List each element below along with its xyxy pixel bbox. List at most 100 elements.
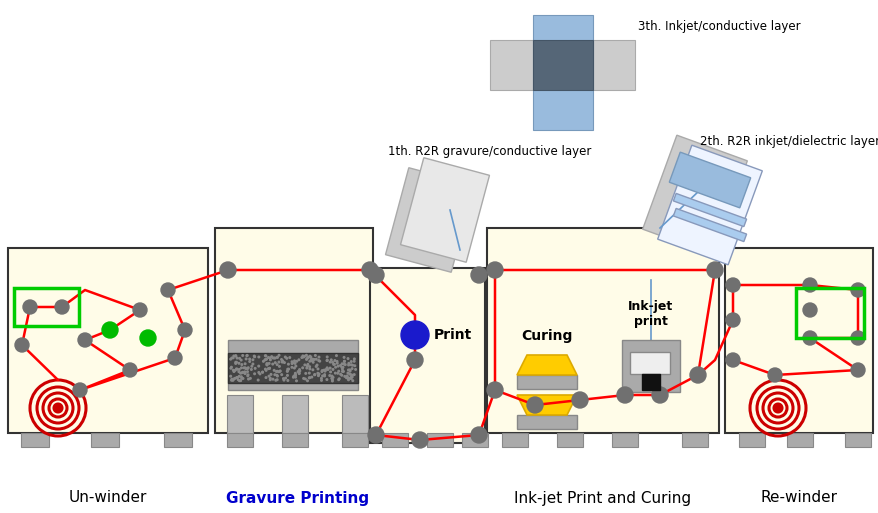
Bar bbox=[489, 40, 634, 90]
Circle shape bbox=[230, 376, 231, 377]
Circle shape bbox=[244, 372, 246, 374]
Bar bbox=[786, 433, 812, 447]
Circle shape bbox=[486, 382, 502, 398]
Circle shape bbox=[269, 357, 270, 359]
Circle shape bbox=[272, 357, 273, 359]
Circle shape bbox=[347, 372, 349, 374]
Circle shape bbox=[337, 370, 339, 372]
Circle shape bbox=[802, 331, 816, 345]
Circle shape bbox=[306, 380, 308, 382]
Circle shape bbox=[246, 355, 248, 357]
Circle shape bbox=[299, 370, 300, 372]
Circle shape bbox=[412, 432, 428, 448]
Circle shape bbox=[277, 371, 279, 372]
Circle shape bbox=[335, 355, 337, 357]
Circle shape bbox=[234, 363, 236, 364]
Circle shape bbox=[298, 373, 299, 374]
Circle shape bbox=[368, 427, 384, 443]
Bar bbox=[342, 433, 368, 447]
Circle shape bbox=[312, 359, 313, 360]
Circle shape bbox=[264, 359, 266, 361]
Circle shape bbox=[336, 372, 338, 374]
Circle shape bbox=[343, 357, 344, 358]
Circle shape bbox=[276, 374, 277, 376]
Circle shape bbox=[337, 365, 339, 367]
Circle shape bbox=[309, 356, 311, 357]
Circle shape bbox=[229, 359, 231, 360]
Circle shape bbox=[850, 363, 864, 377]
Circle shape bbox=[802, 278, 816, 292]
Circle shape bbox=[262, 371, 263, 373]
Circle shape bbox=[251, 365, 252, 367]
Circle shape bbox=[230, 380, 232, 381]
Circle shape bbox=[310, 359, 312, 360]
Circle shape bbox=[231, 357, 233, 359]
Circle shape bbox=[315, 366, 317, 367]
Circle shape bbox=[329, 367, 331, 369]
Circle shape bbox=[331, 380, 333, 382]
Circle shape bbox=[241, 378, 242, 379]
Circle shape bbox=[319, 360, 320, 362]
Bar bbox=[532, 15, 593, 130]
Circle shape bbox=[298, 372, 299, 374]
Circle shape bbox=[302, 355, 303, 357]
Circle shape bbox=[308, 372, 310, 374]
Polygon shape bbox=[516, 395, 576, 415]
Circle shape bbox=[241, 367, 242, 369]
Circle shape bbox=[241, 371, 243, 373]
Circle shape bbox=[689, 367, 705, 383]
Circle shape bbox=[247, 375, 248, 377]
Circle shape bbox=[234, 378, 235, 380]
Circle shape bbox=[336, 363, 338, 364]
Circle shape bbox=[287, 380, 288, 381]
Text: Ink-jet
print: Ink-jet print bbox=[628, 300, 673, 328]
Circle shape bbox=[268, 363, 270, 364]
Bar bbox=[681, 433, 707, 447]
Circle shape bbox=[244, 363, 246, 365]
Bar bbox=[227, 433, 253, 447]
Bar bbox=[795, 288, 863, 338]
Circle shape bbox=[295, 380, 297, 382]
Circle shape bbox=[323, 374, 325, 376]
Circle shape bbox=[326, 379, 327, 380]
Circle shape bbox=[277, 357, 278, 358]
Circle shape bbox=[102, 322, 118, 338]
Circle shape bbox=[262, 371, 263, 373]
Circle shape bbox=[279, 370, 281, 372]
Circle shape bbox=[232, 379, 234, 381]
Circle shape bbox=[231, 378, 233, 380]
Circle shape bbox=[230, 367, 232, 369]
Circle shape bbox=[243, 371, 245, 373]
Polygon shape bbox=[400, 157, 489, 262]
Circle shape bbox=[295, 365, 297, 367]
Circle shape bbox=[334, 360, 335, 361]
Circle shape bbox=[321, 370, 322, 371]
Polygon shape bbox=[668, 152, 750, 208]
Circle shape bbox=[301, 367, 303, 369]
Circle shape bbox=[292, 377, 294, 378]
Circle shape bbox=[311, 360, 313, 362]
Circle shape bbox=[281, 374, 282, 376]
Circle shape bbox=[355, 369, 356, 370]
Circle shape bbox=[238, 380, 240, 382]
Circle shape bbox=[266, 363, 268, 364]
Circle shape bbox=[349, 378, 350, 379]
Circle shape bbox=[343, 376, 345, 377]
Circle shape bbox=[338, 378, 340, 380]
Circle shape bbox=[299, 369, 300, 370]
Circle shape bbox=[343, 361, 345, 362]
Circle shape bbox=[291, 366, 292, 368]
Circle shape bbox=[342, 363, 344, 365]
Circle shape bbox=[265, 355, 266, 357]
Text: 1th. R2R gravure/conductive layer: 1th. R2R gravure/conductive layer bbox=[387, 145, 591, 158]
Circle shape bbox=[266, 364, 268, 366]
Circle shape bbox=[368, 267, 384, 283]
Circle shape bbox=[233, 371, 234, 372]
Bar bbox=[164, 433, 191, 447]
Circle shape bbox=[306, 357, 308, 359]
Circle shape bbox=[264, 368, 266, 370]
Circle shape bbox=[269, 367, 270, 369]
Circle shape bbox=[337, 379, 339, 381]
Circle shape bbox=[238, 371, 240, 372]
Circle shape bbox=[347, 358, 349, 360]
